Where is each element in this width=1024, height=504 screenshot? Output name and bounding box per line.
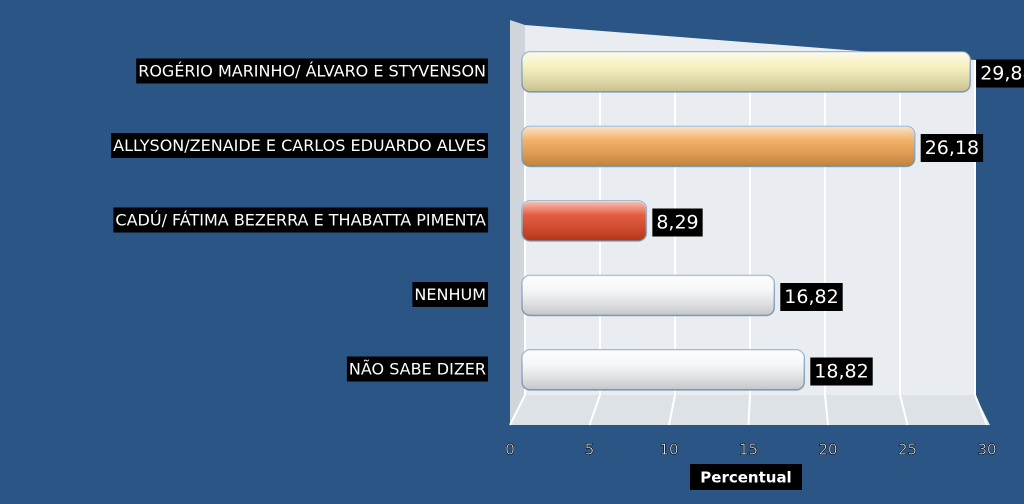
y-tick-label-bg [346,356,488,382]
value-label-bg [976,59,1024,88]
y-tick-label: NÃO SABE DIZER [349,360,486,379]
grid-line [509,394,526,426]
x-axis-label: Percentual [700,469,791,487]
grid-line [824,394,829,426]
y-tick-label-bg [111,133,488,158]
value-label: 18,82 [814,361,868,383]
value-label-bg [810,357,873,386]
x-tick-label: 10 [659,441,678,459]
grid-line [899,394,909,426]
value-label: 29,88 [980,63,1024,85]
bar-shine [522,52,971,92]
x-label-bg [690,464,802,490]
x-tick-label: 30 [977,441,996,459]
bar-shine [522,350,805,390]
x-tick-label: 20 [818,441,837,459]
grid-line [588,394,601,426]
y-tick-label-bg [412,282,488,307]
x-tick-label: 5 [585,441,595,459]
y-tick-label-bg [136,58,488,84]
y-tick-label: NENHUM [414,285,486,304]
bar-shine [522,275,775,316]
bar-shine [522,126,915,167]
grid-line [747,394,751,426]
x-tick-label: 25 [898,441,917,459]
y-tick-label: ALLYSON/ZENAIDE E CARLOS EDUARDO ALVES [113,136,486,155]
value-label-bg [780,283,843,311]
y-tick-label: CADÚ/ FÁTIMA BEZERRA E THABATTA PIMENTA [115,211,486,230]
value-label-bg [920,134,984,162]
y-tick-label-bg [113,207,489,233]
side-wall [510,20,525,425]
grid-line [668,394,676,426]
value-label: 26,18 [925,137,979,159]
value-label-bg [652,208,703,237]
x-tick-label: 0 [505,441,515,459]
value-label: 8,29 [656,212,698,234]
x-tick-label: 15 [739,441,758,459]
grid-line [974,394,988,426]
bar-shine [522,201,647,241]
y-tick-label: ROGÉRIO MARINHO/ ÁLVARO E STYVENSON [138,62,486,81]
value-label: 16,82 [784,286,838,308]
